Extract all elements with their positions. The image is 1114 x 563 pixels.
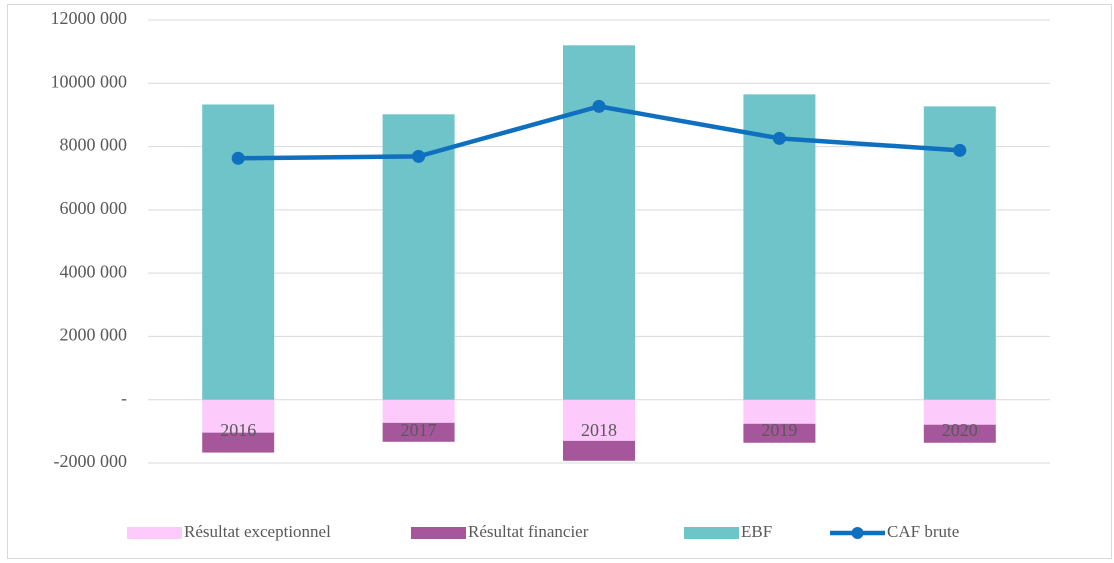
x-tick-label: 2018 <box>581 420 617 440</box>
y-tick-label: 10000 000 <box>51 71 128 91</box>
bar <box>202 399 275 433</box>
legend-label: CAF brute <box>887 522 959 541</box>
x-tick-label: 2019 <box>761 420 797 440</box>
y-tick-label: -2000 000 <box>54 451 128 471</box>
marker <box>772 131 786 145</box>
bar <box>923 399 996 425</box>
marker <box>953 143 967 157</box>
bar <box>202 104 275 400</box>
y-tick-label: 6000 000 <box>60 198 128 218</box>
bar <box>743 399 816 424</box>
bar <box>563 399 635 441</box>
legend-swatch <box>411 527 466 539</box>
x-tick-label: 2017 <box>401 420 437 440</box>
x-tick-label: 2020 <box>942 420 978 440</box>
bar <box>743 94 816 400</box>
legend-marker <box>851 527 864 539</box>
marker <box>592 99 606 113</box>
legend-swatch <box>127 527 182 539</box>
bar <box>923 424 996 443</box>
legend-swatch <box>684 527 739 539</box>
legend-label: EBF <box>741 522 772 541</box>
bar <box>202 432 275 453</box>
legend-label: Résultat exceptionnel <box>184 522 331 541</box>
bar <box>743 423 816 443</box>
bar <box>563 440 635 461</box>
y-tick-label: 8000 000 <box>60 135 128 155</box>
y-tick-label: 2000 000 <box>60 325 128 345</box>
y-tick-label: 12000 000 <box>51 8 128 28</box>
x-tick-label: 2016 <box>220 420 256 440</box>
bar <box>563 45 635 400</box>
marker <box>231 151 245 165</box>
bar <box>382 399 455 423</box>
marker <box>412 149 426 163</box>
y-tick-label: - <box>121 388 127 408</box>
y-tick-label: 4000 000 <box>60 261 128 281</box>
legend-label: Résultat financier <box>468 522 589 541</box>
bar <box>382 422 455 442</box>
